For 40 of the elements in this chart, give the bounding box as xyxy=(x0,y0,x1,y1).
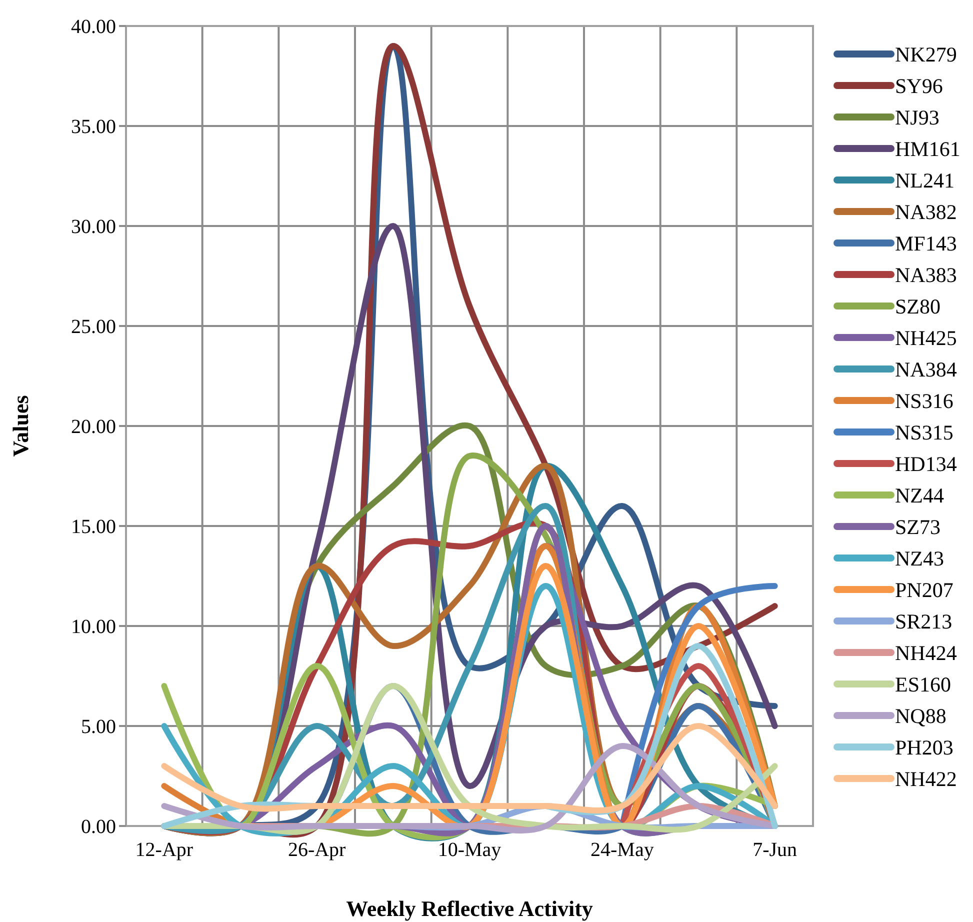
legend-label: NQ88 xyxy=(895,704,946,728)
legend-label: SY96 xyxy=(895,74,943,98)
x-axis-title: Weekly Reflective Activity xyxy=(346,896,593,921)
y-tick-label: 10.00 xyxy=(71,616,116,638)
y-tick-label: 25.00 xyxy=(71,316,116,338)
legend-label: HM161 xyxy=(895,136,960,161)
legend-label: NJ93 xyxy=(895,105,940,130)
legend-label: ES160 xyxy=(895,672,952,696)
legend-label: NL241 xyxy=(895,168,954,192)
x-tick-label: 26-Apr xyxy=(288,839,346,861)
y-tick-label: 0.00 xyxy=(81,816,116,838)
legend-label: PH203 xyxy=(895,735,954,760)
y-tick-label: 30.00 xyxy=(71,216,116,238)
legend-label: NZ43 xyxy=(895,546,944,570)
y-tick-label: 20.00 xyxy=(71,416,116,438)
legend-label: NH422 xyxy=(895,766,957,791)
legend-label: NA383 xyxy=(895,262,957,287)
x-tick-label: 10-May xyxy=(438,839,502,861)
legend-label: NH425 xyxy=(895,326,957,350)
legend-label: NH424 xyxy=(895,640,958,665)
legend-label: HD134 xyxy=(895,452,958,476)
legend-label: NK279 xyxy=(895,42,957,66)
x-tick-label: 24-May xyxy=(590,839,654,861)
legend-label: NA382 xyxy=(895,200,957,224)
x-tick-label: 7-Jun xyxy=(752,839,798,861)
legend-label: SR213 xyxy=(895,609,952,634)
legend-label: NA384 xyxy=(895,357,958,382)
y-tick-label: 35.00 xyxy=(71,116,116,138)
y-tick-label: 40.00 xyxy=(71,16,116,38)
legend-label: SZ80 xyxy=(895,294,941,318)
legend-label: NZ44 xyxy=(895,483,944,508)
legend-label: NS315 xyxy=(895,420,954,444)
y-tick-label: 15.00 xyxy=(71,516,116,538)
legend-label: SZ73 xyxy=(895,514,941,539)
y-axis-title: Values xyxy=(8,394,33,457)
legend-label: NS316 xyxy=(895,388,954,413)
legend-label: MF143 xyxy=(895,231,957,256)
x-tick-label: 12-Apr xyxy=(135,839,194,861)
y-tick-label: 5.00 xyxy=(81,716,116,738)
legend-label: PN207 xyxy=(895,578,954,602)
